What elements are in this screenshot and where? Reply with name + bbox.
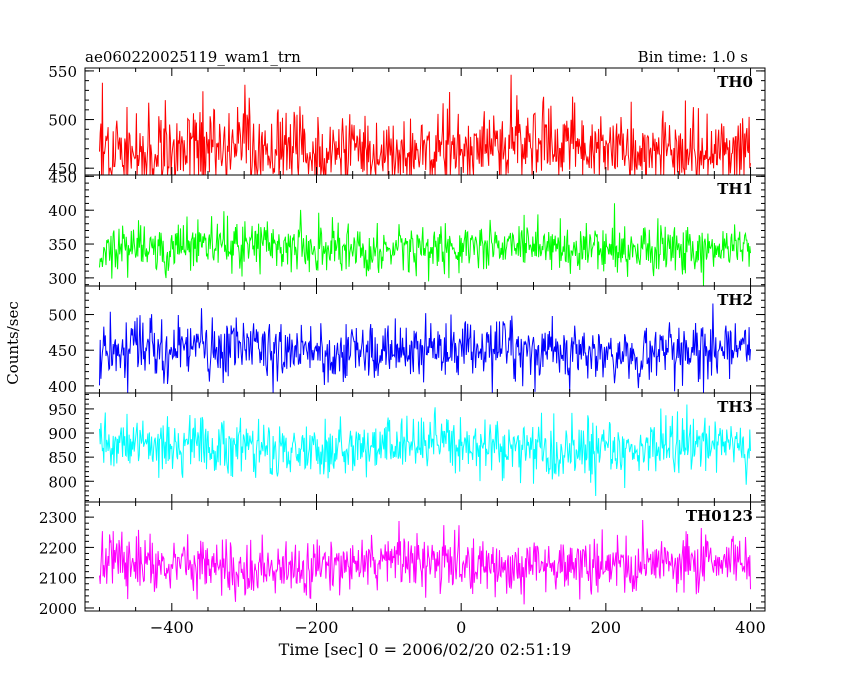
y-tick-label: 2300 <box>39 509 77 527</box>
y-tick-label: 2100 <box>39 570 77 588</box>
y-axis-label: Counts/sec <box>4 301 22 385</box>
series-line-th0 <box>99 74 751 175</box>
y-tick-label: 550 <box>48 63 77 81</box>
panel-th0123: 2000 2100 2200 2300 TH0123 <box>39 501 766 618</box>
y-tick-label: 850 <box>48 449 77 467</box>
panel-label: TH0 <box>717 73 753 91</box>
panel-label: TH0123 <box>686 507 753 525</box>
panel-label: TH1 <box>717 180 753 198</box>
y-tick-label: 800 <box>48 473 77 491</box>
y-tick-label: 500 <box>48 307 77 325</box>
panel-th3: 800 850 900 950 TH3 <box>48 392 766 503</box>
series-line-th1 <box>99 203 751 286</box>
x-tick-label: 200 <box>591 618 622 637</box>
y-tick-label: 2000 <box>39 600 77 618</box>
panels-group: 450 500 550 TH0 300 350 400 450 TH1 400 450 500 TH2 8… <box>39 63 766 618</box>
y-tick-label: 400 <box>48 202 77 220</box>
series-line-th0123 <box>99 519 751 605</box>
y-tick-label: 950 <box>48 401 77 419</box>
x-tick-label: 0 <box>456 618 466 637</box>
y-tick-label: 450 <box>48 168 77 186</box>
chart-title: ae060220025119_wam1_trn <box>85 48 301 66</box>
series-line-th2 <box>99 303 751 393</box>
panel-th1: 300 350 400 450 TH1 <box>48 168 766 288</box>
y-tick-label: 450 <box>48 160 77 178</box>
panel-label: TH3 <box>717 398 753 416</box>
panel-th0: 450 500 550 TH0 <box>48 63 766 178</box>
panel-label: TH2 <box>717 291 753 309</box>
x-tick-label: 400 <box>735 618 766 637</box>
y-tick-label: 500 <box>48 112 77 130</box>
panel-th2: 400 450 500 TH2 <box>48 285 766 396</box>
y-tick-label: 450 <box>48 342 77 360</box>
bin-time-label: Bin time: 1.0 s <box>638 48 748 66</box>
y-tick-label: 400 <box>48 378 77 396</box>
y-tick-label: 300 <box>48 270 77 288</box>
x-axis-label: Time [sec] 0 = 2006/02/20 02:51:19 <box>279 640 572 659</box>
x-tick-label: −400 <box>150 618 194 637</box>
x-tick-label: −200 <box>295 618 339 637</box>
series-line-th3 <box>99 404 751 497</box>
x-axis: −400 −200 0 200 400 <box>150 618 766 637</box>
y-tick-label: 350 <box>48 236 77 254</box>
y-tick-label: 900 <box>48 425 77 443</box>
y-tick-label: 2200 <box>39 539 77 557</box>
